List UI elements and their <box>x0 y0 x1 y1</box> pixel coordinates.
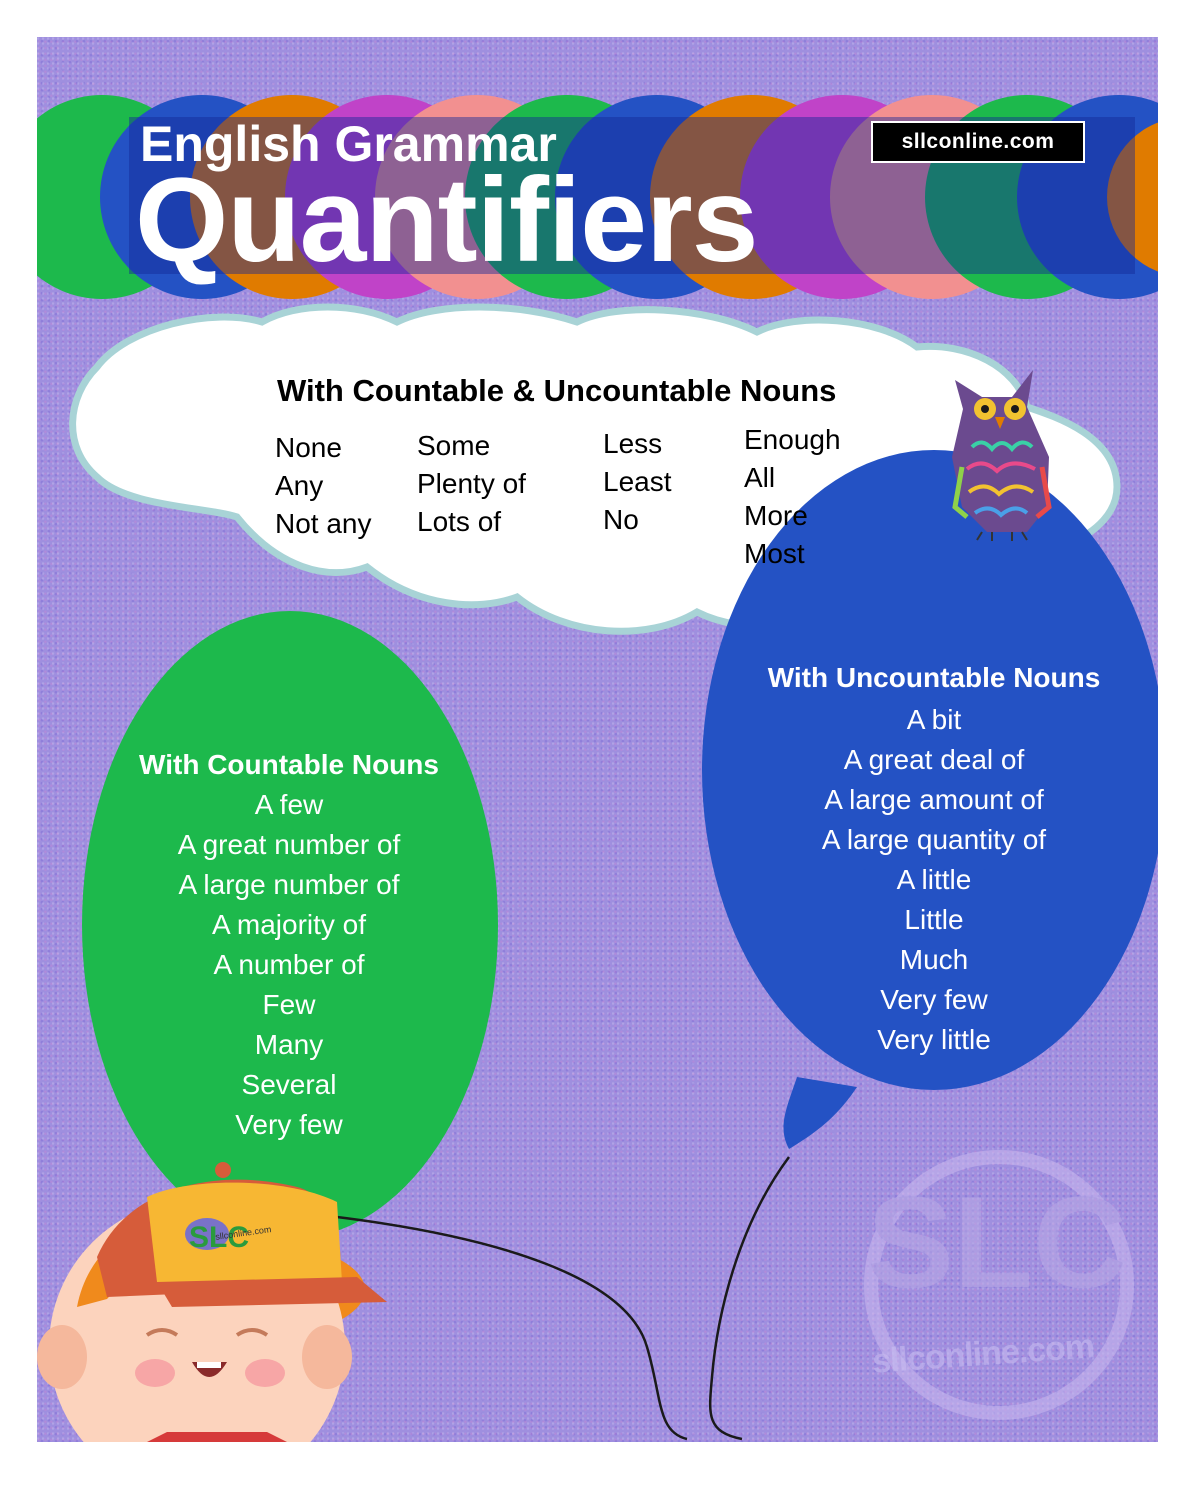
both-nouns-heading: With Countable & Uncountable Nouns <box>277 373 837 408</box>
watermark-logo: SLC <box>867 1169 1127 1315</box>
quantifier-item: Several <box>241 1069 337 1100</box>
owl-illustration <box>952 370 1052 541</box>
quantifier-item: A great number of <box>177 829 401 860</box>
both-nouns-column-2: Some Plenty of Lots of <box>417 427 526 541</box>
countable-heading: With Countable Nouns <box>139 749 439 780</box>
uncountable-heading: With Uncountable Nouns <box>767 662 1101 693</box>
quantifier-item: A large number of <box>178 869 400 900</box>
quantifier-item: A few <box>254 789 324 820</box>
quantifier-item: Enough <box>744 424 841 455</box>
quantifier-item: Little <box>904 904 964 935</box>
balloon-strings <box>336 1156 791 1441</box>
quantifier-item: A number of <box>213 949 365 980</box>
quantifier-item: All <box>744 462 776 493</box>
header-subtitle: English Grammar <box>140 116 557 172</box>
quantifier-item: Not any <box>275 508 372 539</box>
quantifier-item: A large amount of <box>824 784 1044 815</box>
both-nouns-column-3: Less Least No <box>603 425 672 539</box>
quantifier-item: Much <box>899 944 969 975</box>
page-title: Quantifiers <box>135 153 758 287</box>
countable-list: With Countable Nouns A few A great numbe… <box>112 745 466 1145</box>
quantifier-item: None <box>275 432 342 463</box>
quantifier-item: Very little <box>877 1024 991 1055</box>
poster-artwork: SLC SLC <box>37 95 1158 1442</box>
quantifier-item: Less <box>603 428 663 459</box>
boy-with-cap-illustration: SLC <box>37 1162 387 1442</box>
quantifier-item: No <box>603 504 639 535</box>
both-nouns-column-4: Enough All More Most <box>744 421 841 573</box>
both-nouns-column-1: None Any Not any <box>275 429 372 543</box>
quantifier-item: A large quantity of <box>821 824 1047 855</box>
quantifier-item: Least <box>603 466 672 497</box>
quantifier-item: Very few <box>235 1109 343 1140</box>
slc-watermark: SLC <box>864 1150 1134 1420</box>
quantifier-item: Lots of <box>417 506 502 537</box>
quantifier-item: A majority of <box>211 909 367 940</box>
quantifier-item: Any <box>275 470 324 501</box>
quantifier-item: Very few <box>880 984 988 1015</box>
poster: SLC SLC English Grammar Quantifiers sllc… <box>37 37 1158 1442</box>
quantifier-item: A bit <box>906 704 962 735</box>
quantifier-item: Few <box>262 989 316 1020</box>
quantifier-item: More <box>744 500 808 531</box>
cap-logo: SLC <box>189 1221 249 1254</box>
quantifier-item: Many <box>254 1029 324 1060</box>
quantifier-item: Some <box>417 430 491 461</box>
quantifier-item: Most <box>744 538 805 569</box>
site-badge: sllconline.com <box>871 121 1085 163</box>
blue-balloon <box>702 450 1158 1149</box>
uncountable-list: With Uncountable Nouns A bit A great dea… <box>756 658 1112 1060</box>
quantifier-item: Plenty of <box>417 468 526 499</box>
quantifier-item: A great deal of <box>843 744 1025 775</box>
quantifier-item: A little <box>896 864 972 895</box>
